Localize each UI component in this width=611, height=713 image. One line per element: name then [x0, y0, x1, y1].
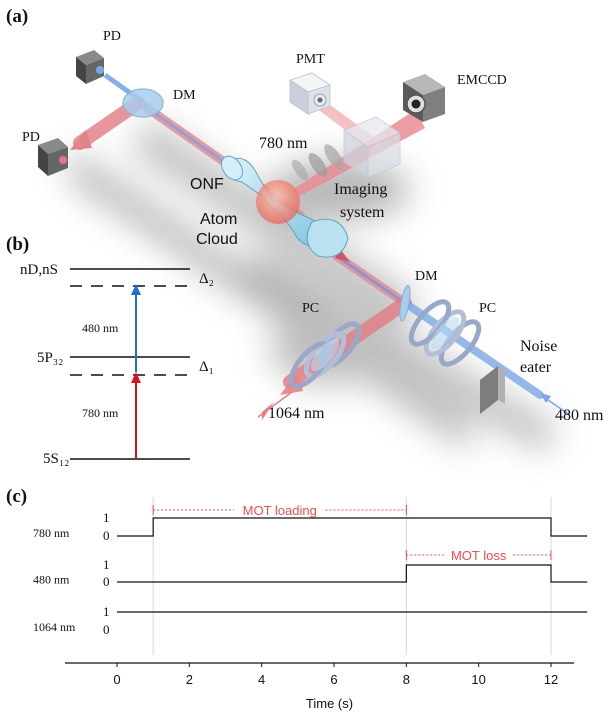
annotation-text-1: MOT loss	[451, 548, 507, 563]
trace-1	[117, 564, 588, 583]
label-pc-left: PC	[302, 301, 319, 316]
label-dm-right: DM	[415, 269, 438, 284]
x-tick-label-6: 6	[330, 672, 337, 687]
panel-label-a: (a)	[6, 6, 28, 27]
channel-label-1: 480 nm	[33, 573, 70, 587]
panel-label-b: (b)	[6, 234, 29, 255]
imaging-system-icon	[291, 116, 402, 181]
label-1064nm: 1064 nm	[268, 405, 325, 422]
x-tick-label-0: 0	[113, 672, 120, 687]
photodiode-left-icon	[38, 138, 68, 176]
level-top-label: nD,nS	[20, 262, 58, 278]
label-eater: eater	[520, 359, 552, 376]
label-imaging-2: system	[340, 204, 385, 221]
delta-1-label: Δ₁	[199, 359, 214, 375]
polarization-controller-left-icon	[288, 321, 362, 389]
label-pmt: PMT	[296, 52, 325, 67]
panel-label-c: (c)	[6, 486, 27, 507]
polarization-controller-right-icon	[408, 299, 482, 367]
x-tick-label-12: 12	[544, 672, 558, 687]
ytick-high-1: 1	[103, 557, 110, 572]
label-pc-right: PC	[479, 301, 496, 316]
label-480nm: 480 nm	[555, 407, 604, 424]
label-pd-left: PD	[22, 130, 40, 145]
pmt-icon	[289, 72, 331, 115]
photodiode-top-icon	[76, 50, 104, 84]
ytick-low-0: 0	[103, 528, 110, 543]
trace-0	[117, 517, 588, 537]
dichroic-mirror-top-icon	[122, 88, 164, 118]
x-axis-label: Time (s)	[306, 696, 353, 711]
x-tick-label-10: 10	[471, 672, 485, 687]
label-onf: ONF	[190, 176, 224, 193]
level-mid-label: 5P₃₂	[37, 350, 63, 366]
ytick-low-2: 0	[103, 622, 110, 637]
transition-780-label: 780 nm	[82, 406, 119, 420]
label-imaging-1: Imaging	[334, 181, 387, 198]
label-atom: Atom	[200, 211, 237, 228]
ytick-low-1: 0	[103, 574, 110, 589]
x-tick-label-2: 2	[186, 672, 193, 687]
x-tick-label-4: 4	[258, 672, 265, 687]
label-emccd: EMCCD	[457, 73, 507, 88]
channel-label-0: 780 nm	[33, 526, 70, 540]
label-noise: Noise	[520, 338, 557, 355]
x-tick-label-8: 8	[403, 672, 410, 687]
ytick-high-2: 1	[103, 604, 110, 619]
channel-label-2: 1064 nm	[33, 620, 76, 634]
level-diagram: (b) nD,nS Δ₂ 480 nm 5P₃₂ Δ₁ 780 nm 5S₁₂	[6, 234, 214, 467]
label-cloud: Cloud	[196, 231, 238, 248]
label-dm-top: DM	[173, 88, 196, 103]
label-780nm-top: 780 nm	[259, 135, 308, 152]
ytick-high-0: 1	[103, 510, 110, 525]
label-pd-top: PD	[103, 29, 121, 44]
level-ground-label: 5S₁₂	[43, 451, 69, 467]
dichroic-mirror-right-icon	[399, 284, 411, 322]
noise-eater-icon	[480, 366, 505, 414]
transition-480-label: 480 nm	[82, 321, 119, 335]
emccd-camera-icon	[403, 74, 445, 122]
atom-cloud-icon	[256, 180, 300, 224]
delta-2-label: Δ₂	[199, 271, 214, 287]
annotation-text-0: MOT loading	[243, 503, 317, 518]
